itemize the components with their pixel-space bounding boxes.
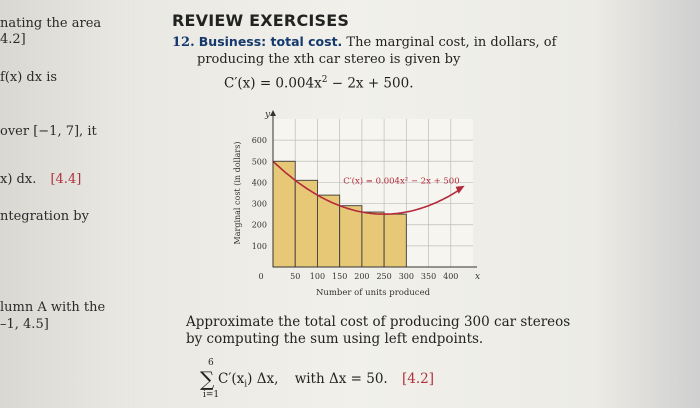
- formula-prefix: C′(x) = 0.004x: [224, 75, 322, 92]
- left-text-1: nating the area: [0, 16, 102, 31]
- origin-label: 0: [258, 272, 263, 281]
- x-tick-label-5: 300: [399, 272, 414, 281]
- left-text-4: x) dx. [4.4]: [0, 172, 81, 187]
- bar-3: [339, 205, 363, 268]
- sum-term: C′(xi) Δx, with Δx = 50. [4.2]: [218, 371, 434, 390]
- x-tick-label-3: 200: [354, 272, 369, 281]
- sum-term-main: C′(x: [218, 371, 245, 387]
- formula-exponent: 2: [321, 75, 328, 85]
- y-tick-label-4: 500: [252, 157, 267, 166]
- instruction-text: Approximate the total cost of producing …: [186, 314, 656, 348]
- x-axis-letter: x: [475, 272, 480, 282]
- problem-statement: 12. Business: total cost. The marginal c…: [172, 33, 692, 68]
- marginal-cost-chart: 50 100 150 200 250 300 350 400 100 200 300 400 500 60…: [233, 110, 480, 298]
- x-tick-label-4: 250: [376, 272, 391, 281]
- problem-number: 12.: [172, 35, 195, 50]
- x-tick-label-6: 350: [421, 272, 436, 281]
- sum-term-sub: i: [244, 379, 248, 390]
- x-tick-label-0: 50: [290, 272, 300, 281]
- left-ref-1: 4.2]: [0, 32, 26, 47]
- sum-upper-limit: 6: [208, 358, 214, 368]
- left-ref-4: [4.4]: [50, 172, 82, 187]
- column-divider: [133, 0, 134, 408]
- y-tick-label-2: 300: [252, 200, 267, 209]
- y-tick-label-3: 400: [252, 178, 267, 187]
- sum-term-end: ) Δx,: [247, 371, 279, 387]
- y-axis-title: Marginal cost (in dollars): [233, 142, 242, 245]
- left-text-3: over [−1, 7], it: [0, 124, 97, 139]
- section-header: REVIEW EXERCISES: [172, 11, 350, 30]
- x-tick-label-7: 400: [443, 272, 458, 281]
- left-text-5: ntegration by: [0, 209, 89, 224]
- x-tick-label-2: 150: [332, 272, 347, 281]
- left-ref-6: –1, 4.5]: [0, 317, 49, 332]
- left-text-2: f(x) dx is: [0, 70, 58, 85]
- sum-lower-limit: i=1: [203, 390, 220, 400]
- y-axis-arrow: [270, 110, 276, 116]
- y-axis-letter: y: [264, 110, 271, 120]
- bar-4: [361, 211, 385, 268]
- left-text-4-body: x) dx.: [0, 172, 37, 187]
- y-tick-label-5: 600: [252, 136, 267, 145]
- instruction-line2: by computing the sum using left endpoint…: [186, 331, 484, 347]
- sum-ref: [4.2]: [402, 371, 435, 387]
- x-axis-title: Number of units produced: [316, 288, 431, 298]
- bar-2: [316, 194, 341, 268]
- problem-text-line2: producing the xth car stereo is given by: [197, 52, 461, 67]
- problem-topic: Business: total cost.: [198, 34, 343, 49]
- left-text-6: lumn A with the: [0, 300, 106, 315]
- y-tick-label-0: 100: [252, 242, 267, 251]
- x-tick-label-1: 100: [310, 272, 325, 281]
- marginal-cost-formula: C′(x) = 0.004x2 − 2x + 500.: [224, 75, 414, 92]
- marginal-cost-curve: [272, 160, 461, 215]
- sigma-symbol: ∑: [200, 367, 215, 391]
- bar-5: [383, 213, 407, 268]
- sum-with-text: with Δx = 50.: [294, 371, 388, 387]
- curve-arrowhead: [455, 185, 465, 194]
- problem-text-line1: The marginal cost, in dollars, of: [342, 35, 557, 50]
- instruction-line1: Approximate the total cost of producing …: [186, 314, 571, 330]
- y-tick-label-1: 200: [252, 221, 267, 230]
- formula-suffix: − 2x + 500.: [327, 75, 414, 92]
- curve-label: C′(x) = 0.004x² − 2x + 500: [343, 175, 459, 186]
